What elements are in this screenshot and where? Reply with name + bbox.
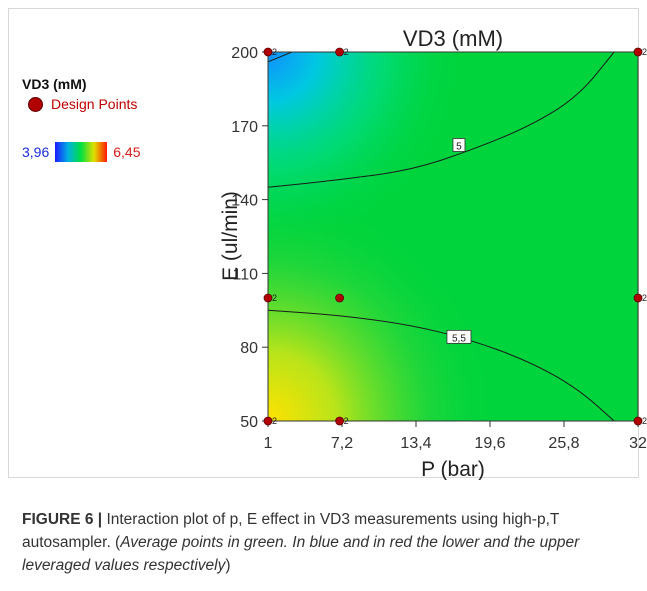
legend-design-points-label: Design Points (51, 96, 138, 112)
design-point (263, 293, 273, 303)
design-point (633, 47, 643, 57)
x-tick-label: 19,6 (474, 435, 505, 452)
plot-border (267, 51, 639, 422)
design-point-reps: 2 (642, 47, 647, 57)
contour-plot: 55,5 1 7,2 13,4 19,6 25,8 325080110140170200 … (219, 26, 647, 480)
y-tick-label: 200 (231, 45, 258, 62)
design-point-reps: 2 (272, 416, 277, 426)
caption-end: ) (225, 557, 231, 574)
contour-line (268, 309, 615, 421)
design-point-marker-icon (28, 96, 43, 112)
design-point-reps: 2 (642, 416, 647, 426)
design-point (335, 293, 345, 303)
y-axis-title: E (ul/min) (219, 191, 242, 281)
y-tick-label: 170 (231, 119, 258, 136)
contour-label: 5 (456, 141, 462, 152)
legend-design-points: Design Points (28, 96, 137, 112)
caption-text: Interaction plot of p, E effect in VD3 m… (22, 511, 560, 551)
design-point (633, 416, 643, 426)
design-point-reps: 2 (344, 47, 349, 57)
x-axis-title: P (bar) (421, 458, 485, 480)
x-tick-label: 7,2 (331, 435, 353, 452)
design-point (633, 293, 643, 303)
y-tick-label: 140 (231, 193, 258, 210)
chart-title: VD3 (mM) (403, 26, 503, 51)
y-tick-label: 80 (240, 340, 258, 357)
caption-note: Average points in green. In blue and in … (22, 534, 580, 574)
design-point (263, 47, 273, 57)
y-tick-label: 110 (232, 266, 258, 283)
design-point-reps: 2 (272, 293, 277, 303)
design-point-reps: 2 (344, 416, 349, 426)
legend-color-scale: 3,96 6,45 (22, 142, 141, 162)
design-point (263, 416, 273, 426)
x-tick-label: 32 (629, 435, 647, 452)
y-tick-label: 50 (240, 414, 258, 431)
contour-label-box (446, 329, 472, 344)
design-point-reps: 2 (272, 47, 277, 57)
x-tick-label: 25,8 (548, 435, 579, 452)
color-scale-bar (55, 142, 108, 162)
contour-line (268, 52, 615, 188)
x-tick-label: 1 (264, 435, 273, 452)
response-surface: 55,5 (268, 52, 638, 421)
design-point (335, 47, 345, 57)
contour-label-box (452, 138, 466, 152)
contour-label: 5,5 (452, 333, 466, 344)
legend-title: VD3 (mM) (22, 76, 87, 92)
figure-caption: FIGURE 6 | Interaction plot of p, E effe… (22, 508, 634, 577)
design-point-reps: 2 (642, 293, 647, 303)
color-scale-min: 3,96 (22, 144, 50, 160)
design-point (335, 416, 345, 426)
color-scale-max: 6,45 (113, 144, 141, 160)
x-tick-label: 13,4 (400, 435, 431, 452)
caption-label: FIGURE 6 | (22, 511, 103, 528)
